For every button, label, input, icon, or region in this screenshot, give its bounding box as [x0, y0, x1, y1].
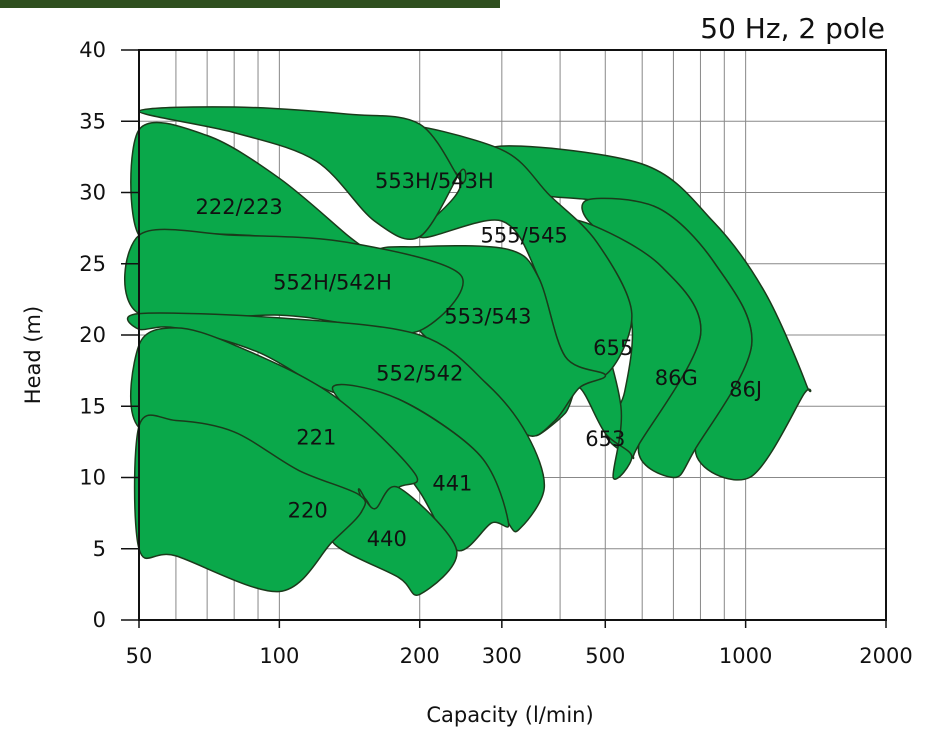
- label-552h-542h: 552H/542H: [273, 270, 392, 294]
- y-tick-label: 10: [79, 466, 106, 490]
- region-553h-543h: [138, 106, 467, 241]
- label-440: 440: [367, 527, 407, 551]
- y-tick-label: 25: [79, 252, 106, 276]
- y-axis-title: Head (m): [21, 306, 45, 404]
- label-553-543: 553/543: [444, 305, 531, 329]
- label-441: 441: [432, 471, 472, 495]
- label-86j: 86J: [729, 377, 762, 401]
- y-tick-label: 15: [79, 394, 106, 418]
- y-tick-label: 5: [93, 537, 106, 561]
- curve-regions: [124, 106, 812, 596]
- label-555-545: 555/545: [481, 223, 568, 247]
- y-tick-label: 40: [79, 38, 106, 62]
- x-tick-label: 500: [585, 644, 625, 668]
- y-tick-label: 20: [79, 323, 106, 347]
- label-655: 655: [593, 336, 633, 360]
- label-653: 653: [585, 427, 625, 451]
- y-tick-label: 35: [79, 109, 106, 133]
- x-tick-label: 300: [482, 644, 522, 668]
- label-86g: 86G: [655, 366, 698, 390]
- x-axis-ticks: 50 100 200 300 500 1000 2000: [126, 620, 913, 668]
- y-tick-label: 0: [93, 608, 106, 632]
- x-axis-title: Capacity (l/min): [426, 703, 593, 727]
- label-221: 221: [296, 426, 336, 450]
- x-tick-label: 2000: [859, 644, 912, 668]
- label-222-223: 222/223: [196, 195, 283, 219]
- chart-subtitle: 50 Hz, 2 pole: [700, 12, 885, 45]
- region-labels: 86J 86G 655 653 555/545 553H/543H 222/223 553/5…: [196, 169, 763, 551]
- region-220: [133, 414, 367, 593]
- x-tick-label: 1000: [719, 644, 772, 668]
- x-tick-label: 200: [400, 644, 440, 668]
- x-tick-label: 100: [259, 644, 299, 668]
- label-553h-543h: 553H/543H: [375, 169, 494, 193]
- y-axis-ticks: 0 5 10 15 20 25 30 35 40: [79, 38, 139, 632]
- header-band: [0, 0, 500, 8]
- y-tick-label: 30: [79, 181, 106, 205]
- x-tick-label: 50: [126, 644, 153, 668]
- label-552-542: 552/542: [376, 362, 463, 386]
- label-220: 220: [288, 498, 328, 522]
